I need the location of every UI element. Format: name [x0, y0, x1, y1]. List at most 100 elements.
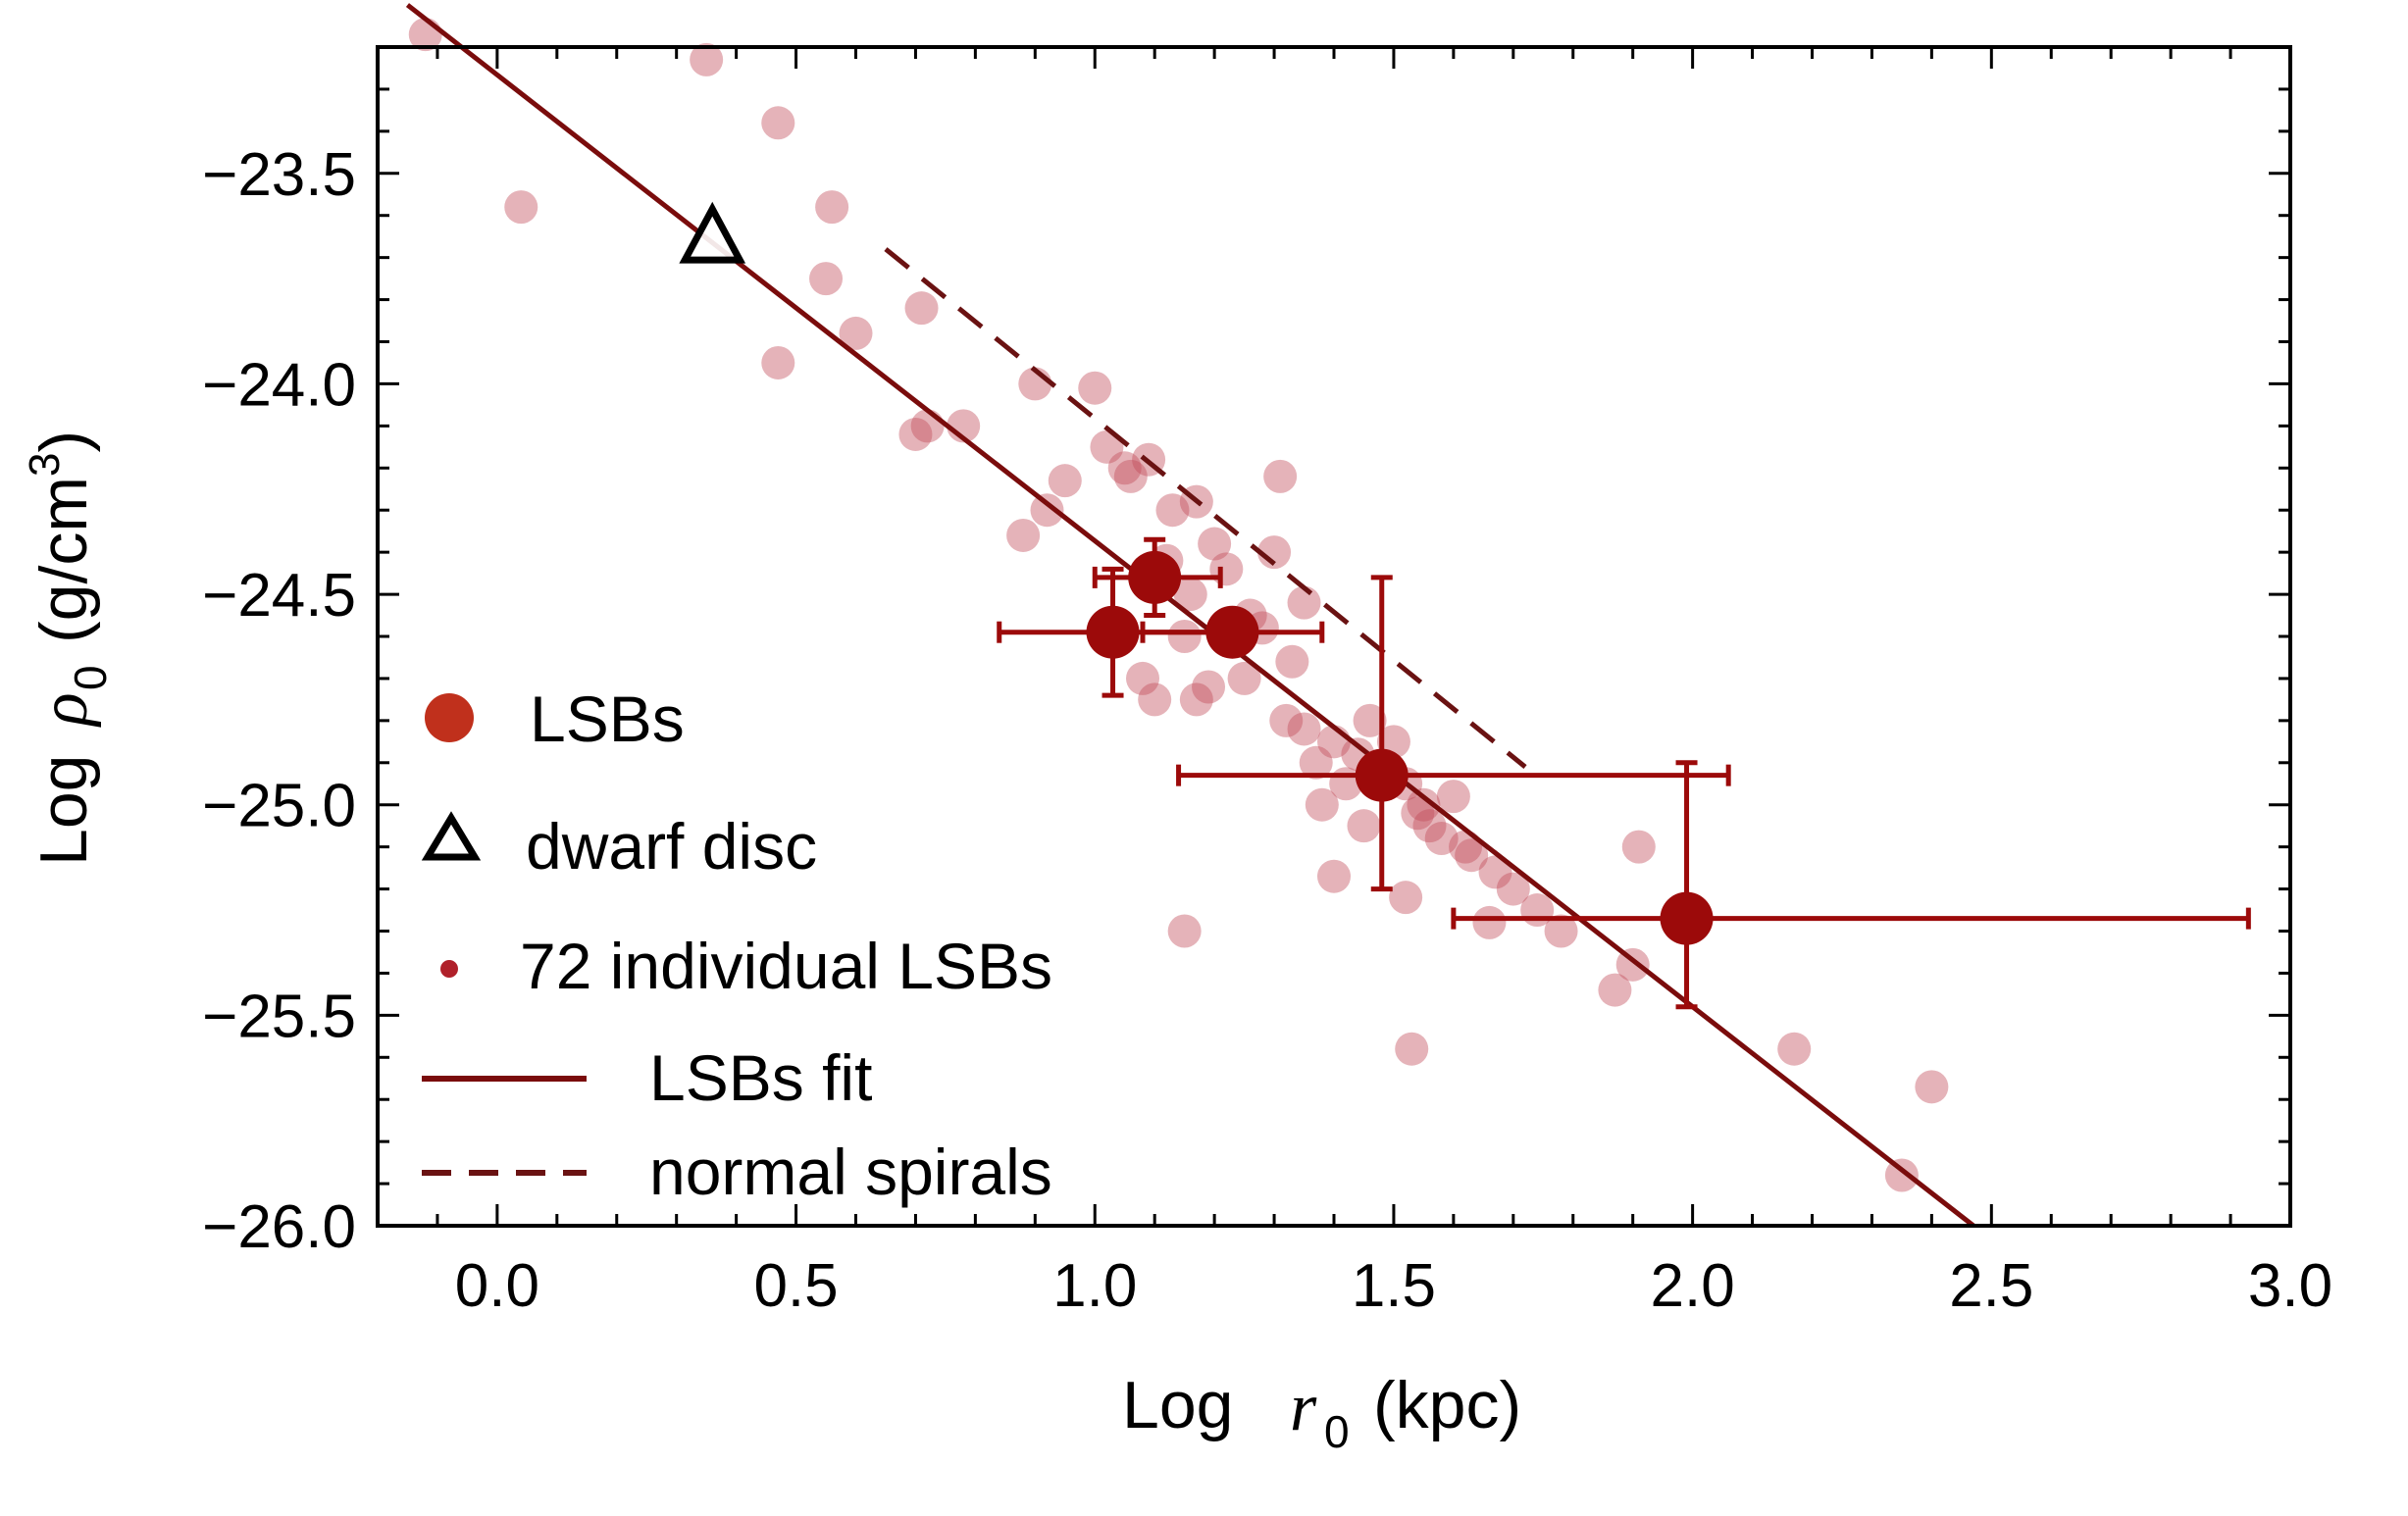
x-tick-label: 2.0 — [1651, 1252, 1735, 1320]
individual-lsb-point — [761, 106, 795, 140]
normal-spirals-line — [884, 247, 1527, 770]
individual-lsb-point — [1389, 881, 1423, 915]
individual-lsb-point — [1777, 1032, 1812, 1066]
x-tick-label: 1.5 — [1352, 1252, 1436, 1320]
legend-individual-label: 72 individual LSBs — [520, 930, 1052, 1002]
dwarf-disc-point — [679, 201, 746, 264]
individual-lsb-point — [1090, 430, 1124, 464]
x-tick-label: 2.5 — [1949, 1252, 2033, 1320]
individual-lsb-point — [1424, 822, 1459, 856]
individual-lsb-point — [1048, 464, 1082, 498]
individual-lsb-point — [1884, 1158, 1919, 1192]
individual-lsb-point — [1155, 493, 1190, 528]
legend-fit-label: LSBs fit — [649, 1041, 872, 1114]
individual-lsb-point — [1621, 830, 1656, 864]
individual-lsb-point — [1305, 787, 1339, 822]
individual-lsb-point — [1269, 703, 1304, 737]
x-axis-label-prefix: Log — [1122, 1368, 1233, 1442]
individual-lsb-point — [839, 316, 873, 350]
individual-lsb-point — [1257, 535, 1292, 570]
legend-lsbs-marker — [425, 693, 474, 742]
x-tick-label: 0.5 — [753, 1252, 838, 1320]
legend: LSBs dwarf disc 72 individual LSBs LSBs … — [421, 682, 1052, 1208]
y-axis-label-subscript: 0 — [65, 665, 116, 690]
legend-lsbs-label: LSBs — [530, 682, 685, 755]
individual-lsb-point — [1126, 661, 1159, 695]
individual-lsb-point — [1287, 712, 1321, 746]
individual-lsb-point — [1263, 459, 1298, 493]
lsb-point-group — [1451, 760, 2251, 1010]
lsb-point — [1355, 748, 1409, 802]
x-axis-label: Log r 0 (kpc) — [1122, 1368, 1521, 1457]
individual-lsb-point — [1113, 459, 1148, 493]
lsb-point-group — [1092, 536, 1223, 619]
individual-lsb-point — [504, 190, 538, 225]
lsb-point — [1128, 550, 1182, 604]
lsb-point — [1205, 605, 1259, 659]
x-tick-label: 0.0 — [455, 1252, 539, 1320]
individual-lsb-point — [1407, 787, 1441, 822]
legend-spirals-label: normal spirals — [649, 1136, 1052, 1208]
x-axis-label-subscript: 0 — [1324, 1406, 1350, 1457]
lsbs-fit-line — [405, 3, 1975, 1228]
y-tick-label: −24.5 — [202, 562, 356, 630]
x-tick-label: 1.0 — [1052, 1252, 1137, 1320]
legend-individual-marker — [440, 960, 458, 978]
individual-lsb-point — [690, 42, 724, 76]
individual-lsb-point — [1436, 780, 1470, 814]
legend-dwarf-label: dwarf disc — [526, 810, 817, 883]
individual-lsb-point — [815, 190, 849, 225]
individual-lsb-point — [1167, 914, 1202, 948]
individual-lsb-point — [1167, 620, 1202, 653]
lsb-point — [1660, 891, 1714, 945]
individual-lsb-point — [1227, 661, 1261, 695]
individual-lsb-point — [1192, 670, 1226, 704]
individual-lsb-point — [1107, 451, 1142, 485]
individual-lsb-point — [1138, 682, 1172, 717]
y-tick-label: −24.0 — [202, 351, 356, 419]
individual-lsb-point — [1412, 809, 1447, 843]
y-tick-label: −23.5 — [202, 141, 356, 209]
individual-lsb-point — [1198, 527, 1232, 561]
y-tick-label: −26.0 — [202, 1193, 356, 1261]
y-axis-label-prefix: Log — [26, 755, 101, 866]
individual-lsb-point — [1078, 371, 1112, 405]
individual-lsb-point — [1317, 859, 1351, 893]
x-axis-label-symbol: r — [1290, 1370, 1317, 1445]
individual-lsb-point — [898, 417, 933, 451]
x-tick-label: 3.0 — [2248, 1252, 2332, 1320]
individual-lsb-point — [1275, 644, 1309, 679]
individual-lsb-point — [1915, 1070, 1949, 1104]
individual-lsb-point — [1472, 905, 1507, 939]
individual-lsb-point — [1030, 493, 1064, 528]
individual-lsb-point — [904, 291, 939, 326]
individual-lsb-point — [1179, 682, 1213, 717]
individual-lsb-point — [1598, 973, 1632, 1007]
y-axis-label-unit: (g/cm3) — [21, 430, 101, 643]
individual-lsb-point — [1401, 796, 1435, 831]
individual-lsb-point — [1173, 578, 1207, 612]
individual-lsb-point — [1544, 914, 1578, 948]
individual-lsb-point — [809, 262, 844, 296]
individual-lsb-points — [408, 18, 1949, 1192]
individual-lsb-point — [1455, 838, 1489, 873]
individual-lsb-point — [1006, 518, 1041, 552]
y-axis-label: Log ρ 0 (g/cm3) — [21, 430, 116, 866]
lsb-point-group — [1176, 575, 1731, 892]
individual-lsb-point — [1353, 703, 1387, 737]
individual-lsb-point — [1496, 872, 1530, 906]
lsb-point — [1086, 605, 1140, 659]
individual-lsb-point — [761, 345, 795, 379]
lsb-point-group — [997, 566, 1229, 698]
individual-lsb-point — [1287, 585, 1321, 620]
individual-lsb-point — [1347, 809, 1381, 843]
y-axis-label-symbol: ρ — [26, 692, 102, 728]
individual-lsb-point — [1299, 745, 1333, 780]
y-tick-label: −25.0 — [202, 773, 356, 840]
individual-lsb-point — [1209, 552, 1244, 586]
lsb-point-group — [1140, 605, 1325, 659]
legend-dwarf-marker — [421, 811, 482, 861]
y-tick-label: −25.5 — [202, 983, 356, 1050]
individual-lsb-point — [1478, 855, 1512, 889]
